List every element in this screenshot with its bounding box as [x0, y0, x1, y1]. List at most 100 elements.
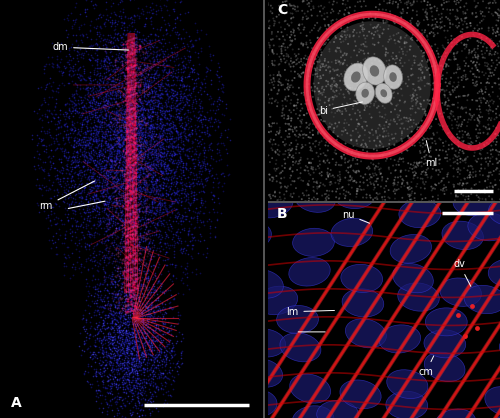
- Point: [404, 135, 412, 142]
- Point: [118, 272, 126, 278]
- Point: [85, 108, 93, 115]
- Point: [132, 100, 140, 107]
- Point: [102, 180, 110, 187]
- Point: [492, 0, 500, 6]
- Point: [455, 153, 463, 160]
- Point: [120, 342, 128, 349]
- Point: [417, 37, 425, 43]
- Point: [114, 263, 122, 269]
- Point: [98, 308, 106, 314]
- Point: [126, 177, 134, 184]
- Point: [72, 139, 80, 145]
- Point: [396, 35, 404, 42]
- Point: [446, 80, 454, 87]
- Point: [438, 123, 446, 130]
- Point: [84, 89, 92, 96]
- Point: [112, 213, 120, 220]
- Point: [87, 0, 95, 5]
- Point: [104, 171, 112, 178]
- Point: [37, 127, 45, 134]
- Point: [125, 186, 133, 193]
- Point: [118, 405, 126, 411]
- Point: [126, 62, 134, 69]
- Point: [474, 90, 482, 97]
- Point: [481, 13, 489, 20]
- Ellipse shape: [390, 72, 397, 82]
- Point: [130, 127, 138, 133]
- Point: [129, 154, 137, 161]
- Point: [157, 121, 165, 128]
- Point: [80, 234, 88, 240]
- Point: [104, 248, 112, 255]
- Point: [168, 87, 176, 93]
- Point: [105, 59, 113, 66]
- Point: [128, 321, 136, 328]
- Point: [94, 94, 102, 101]
- Point: [344, 71, 352, 78]
- Point: [454, 79, 462, 86]
- Point: [136, 37, 144, 44]
- Point: [94, 94, 102, 101]
- Point: [132, 295, 140, 301]
- Point: [96, 88, 104, 95]
- Point: [334, 172, 342, 179]
- Point: [303, 124, 311, 130]
- Point: [124, 99, 132, 105]
- Point: [362, 67, 370, 74]
- Point: [122, 312, 130, 319]
- Point: [92, 178, 100, 185]
- Point: [177, 190, 185, 196]
- Point: [154, 163, 162, 170]
- Point: [100, 134, 108, 140]
- Point: [146, 194, 154, 201]
- Point: [380, 152, 388, 158]
- Point: [114, 162, 122, 169]
- Point: [488, 97, 496, 104]
- Point: [160, 400, 168, 406]
- Point: [142, 243, 150, 250]
- Point: [102, 191, 110, 197]
- Point: [92, 202, 100, 209]
- Point: [445, 142, 453, 148]
- Point: [136, 142, 144, 148]
- Point: [152, 2, 160, 8]
- Point: [98, 159, 106, 166]
- Point: [162, 88, 170, 95]
- Point: [106, 350, 114, 357]
- Point: [192, 76, 200, 83]
- Point: [134, 176, 142, 182]
- Point: [157, 158, 165, 165]
- Point: [111, 183, 119, 189]
- Point: [52, 126, 60, 133]
- Point: [142, 179, 150, 186]
- Point: [416, 139, 424, 146]
- Point: [124, 97, 132, 103]
- Point: [86, 84, 94, 91]
- Point: [111, 320, 119, 327]
- Point: [131, 232, 139, 239]
- Point: [132, 352, 140, 359]
- Point: [200, 147, 208, 154]
- Point: [132, 254, 140, 260]
- Point: [359, 125, 367, 132]
- Point: [146, 295, 154, 301]
- Point: [155, 186, 163, 193]
- Point: [153, 97, 161, 103]
- Point: [124, 282, 132, 289]
- Point: [125, 107, 133, 113]
- Point: [62, 131, 70, 138]
- Point: [308, 48, 316, 55]
- Point: [356, 186, 364, 193]
- Point: [490, 71, 498, 78]
- Point: [410, 138, 418, 145]
- Point: [164, 152, 172, 158]
- Point: [169, 113, 177, 120]
- Point: [53, 56, 61, 63]
- Point: [127, 133, 135, 140]
- Point: [123, 330, 131, 336]
- Point: [136, 42, 144, 49]
- Point: [172, 178, 180, 185]
- Point: [134, 109, 141, 116]
- Point: [115, 355, 123, 362]
- Point: [394, 1, 402, 8]
